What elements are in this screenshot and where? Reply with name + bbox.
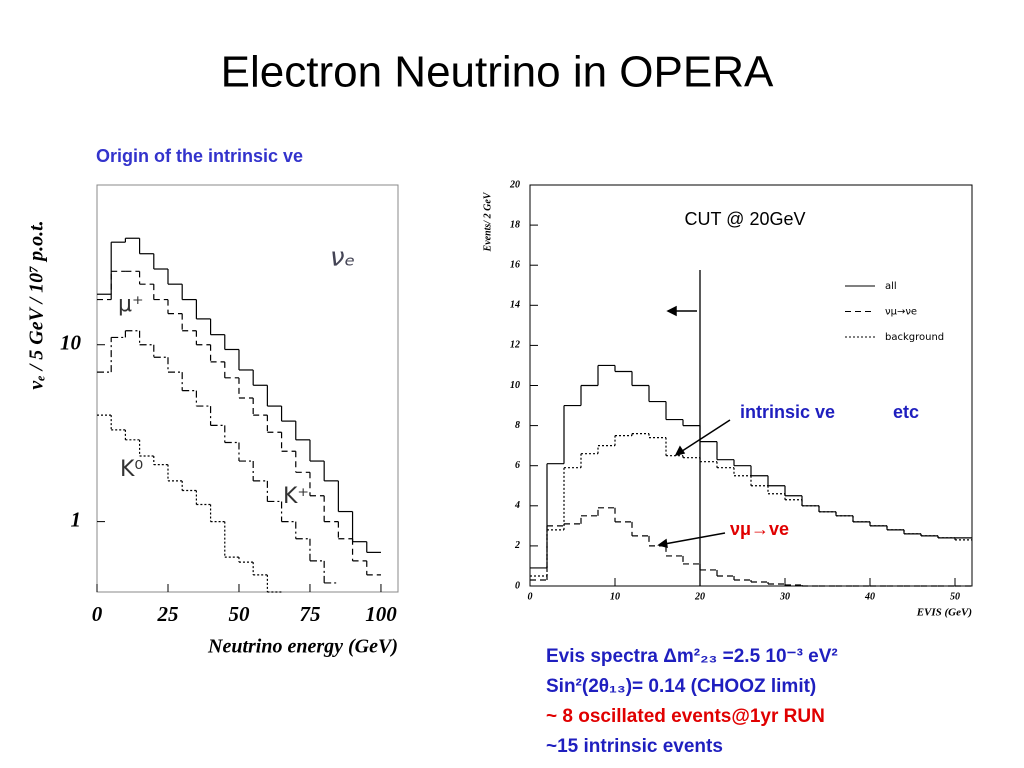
x-tick-label: 100 [365,602,397,626]
y-tick-label: 10 [510,380,520,391]
x-tick-label: 10 [610,591,620,602]
chart-subtitle: Origin of the intrinsic ve [96,146,303,166]
x-tick-label: 40 [864,591,875,602]
series-label: μ⁺ [118,292,144,317]
series-label: K⁺ [283,484,309,509]
series-label: νₑ [330,243,355,273]
note: ~ 8 oscillated events@1yr RUN [546,706,825,727]
annotation: intrinsic ve [740,402,835,422]
x-tick-label: 20 [694,591,705,602]
y-tick-label: 16 [510,259,520,270]
y-tick-label: 18 [510,219,520,230]
y-tick-label: 2 [514,540,520,551]
x-tick-label: 75 [299,602,320,626]
y-tick-label: 12 [510,340,520,351]
y-tick-label: 10 [60,331,82,355]
x-tick-label: 0 [92,602,103,626]
plot-frame [96,184,399,593]
arrows [657,305,731,548]
note: ~15 intrinsic events [546,736,723,757]
legend-label: all [885,281,897,292]
x-axis-label: Neutrino energy (GeV) [207,636,398,658]
note: Sin²(2θ₁₃)= 0.14 (CHOOZ limit) [546,676,816,697]
x-tick-label: 50 [228,602,250,626]
annotation: νμ→ve [730,519,789,539]
y-tick-label: 4 [514,500,520,511]
arrow [675,419,731,456]
y-axis-label: Events/ 2 GeV [482,191,493,252]
cut-label: CUT @ 20GeV [685,209,806,229]
y-tick-label: 20 [509,179,520,190]
x-axis-label: EVIS (GeV) [916,607,972,619]
series-label: K⁰ [120,457,143,482]
x-tick-label: 0 [528,591,533,602]
y-tick-label: 14 [510,300,520,311]
legend-label: background [885,332,944,343]
x-tick-label: 25 [156,602,178,626]
y-tick-label: 6 [515,460,520,471]
arrow-head [674,445,686,457]
arrow [658,532,726,546]
arrow-head [666,305,677,317]
note: Evis spectra Δm²₂₃ =2.5 10⁻³ eV² [546,646,838,667]
x-tick-label: 30 [779,591,790,602]
y-tick-label: 1 [71,507,82,531]
x-tick-label: 50 [950,591,960,602]
annotation: etc [893,402,919,422]
y-tick-label: 8 [515,420,520,431]
y-axis-label: νₑ / 5 GeV / 10⁷ p.o.t. [26,220,48,389]
y-tick-label: 0 [515,580,520,591]
slide-title: Electron Neutrino in OPERA [221,48,774,97]
legend-label: νμ→νe [885,307,917,318]
